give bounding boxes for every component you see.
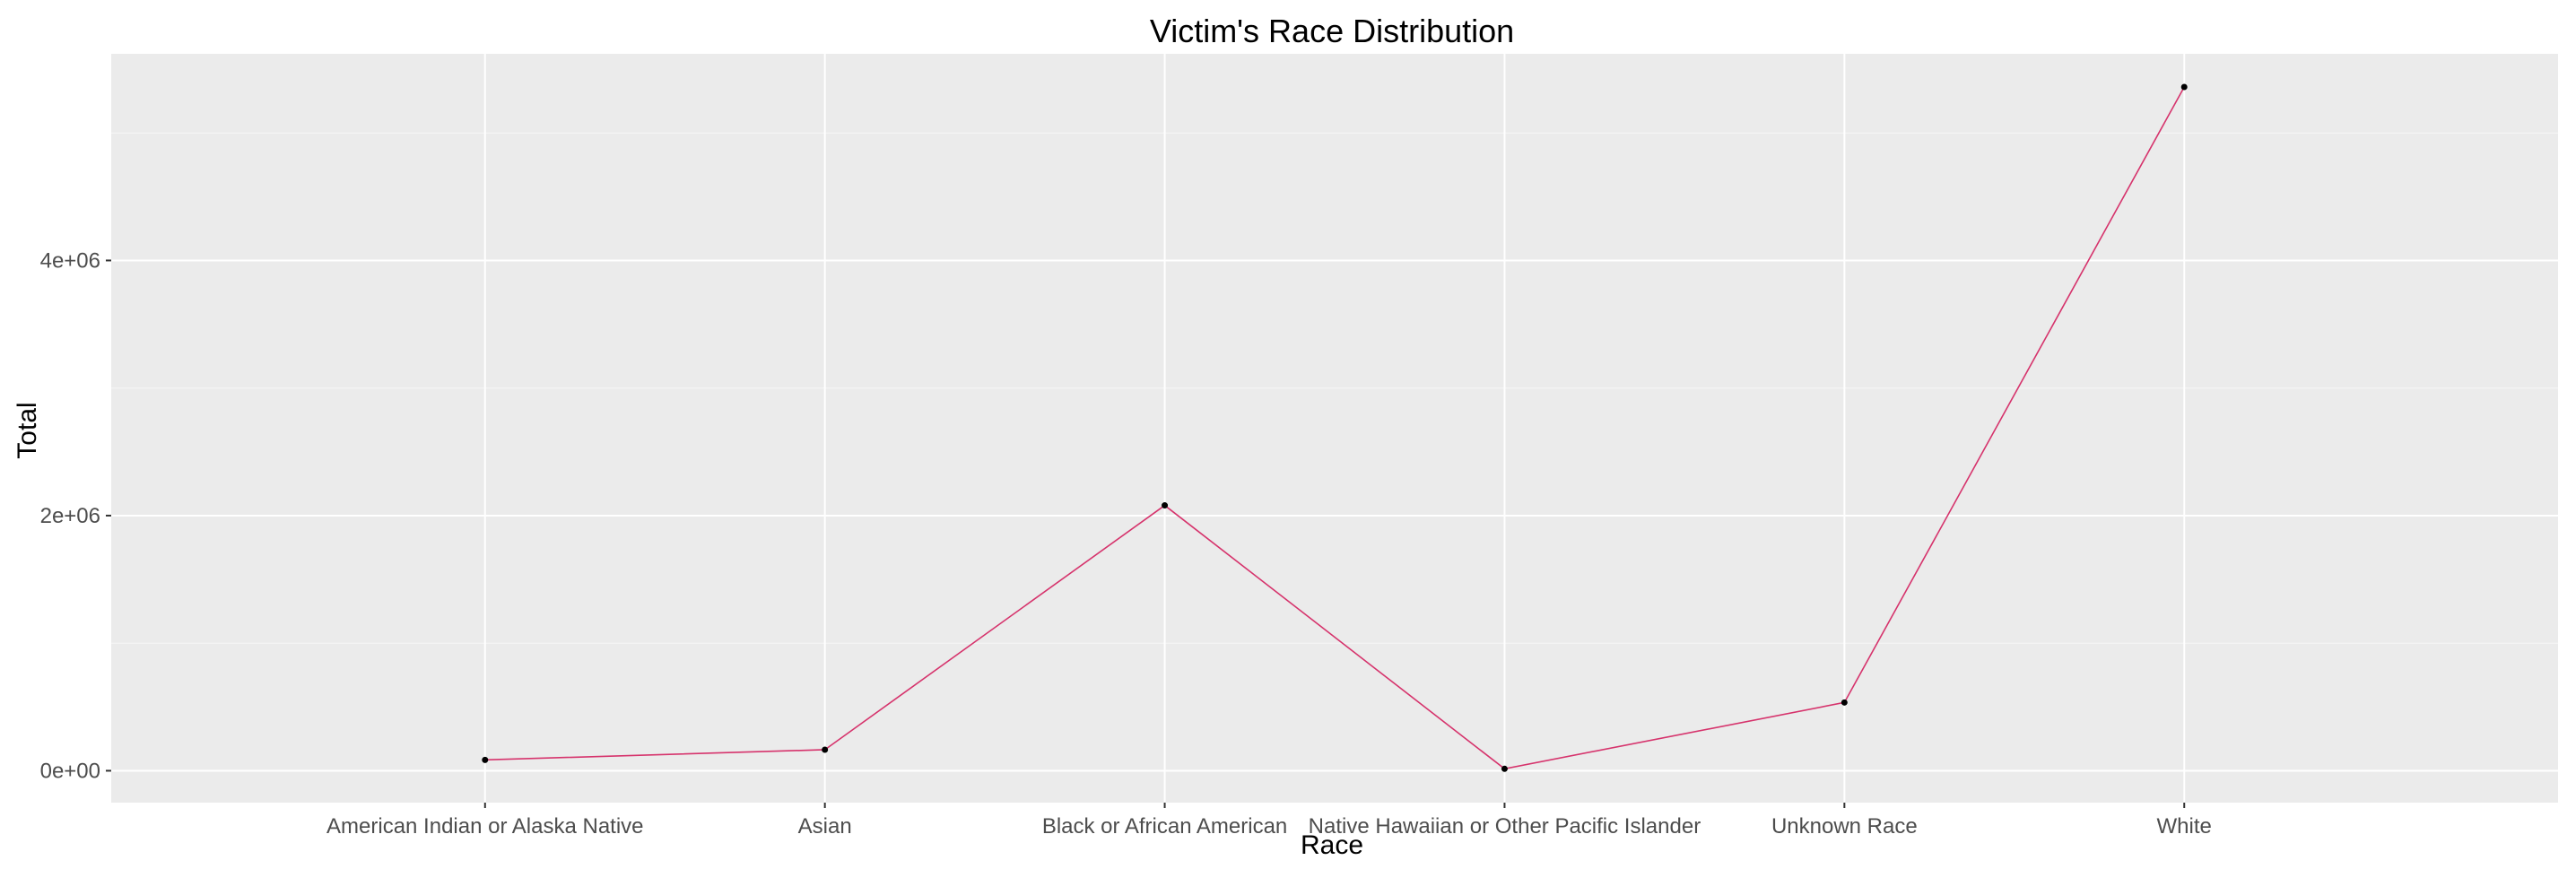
x-tick-label: Native Hawaiian or Other Pacific Islande… xyxy=(1309,814,1701,839)
chart-title: Victim's Race Distribution xyxy=(1150,13,1514,49)
data-point xyxy=(822,746,829,753)
x-axis-title: Race xyxy=(1301,830,1363,860)
x-tick-label: American Indian or Alaska Native xyxy=(326,814,644,839)
y-axis-title: Total xyxy=(13,402,42,458)
data-point xyxy=(1501,765,1508,772)
data-point xyxy=(1841,699,1848,706)
y-tick-label: 2e+06 xyxy=(40,504,100,528)
x-tick-label: Black or African American xyxy=(1042,814,1287,839)
y-tick-label: 0e+00 xyxy=(40,759,100,783)
plot-panel xyxy=(111,54,2558,803)
minor-grid xyxy=(111,132,2558,644)
axis-ticks xyxy=(106,259,2186,808)
major-grid xyxy=(111,54,2558,803)
data-point xyxy=(1162,502,1169,509)
x-tick-label: Unknown Race xyxy=(1771,814,1918,839)
y-tick-label: 4e+06 xyxy=(40,248,100,273)
data-point xyxy=(482,756,489,763)
y-tick-labels: 0e+00 2e+06 4e+06 xyxy=(40,248,100,783)
data-points xyxy=(482,83,2188,772)
data-point xyxy=(2180,83,2188,91)
x-tick-label: White xyxy=(2157,814,2212,839)
x-tick-label: Asian xyxy=(798,814,852,839)
x-tick-labels: American Indian or Alaska Native Asian Bla… xyxy=(326,814,2212,839)
series-line xyxy=(484,86,2185,770)
